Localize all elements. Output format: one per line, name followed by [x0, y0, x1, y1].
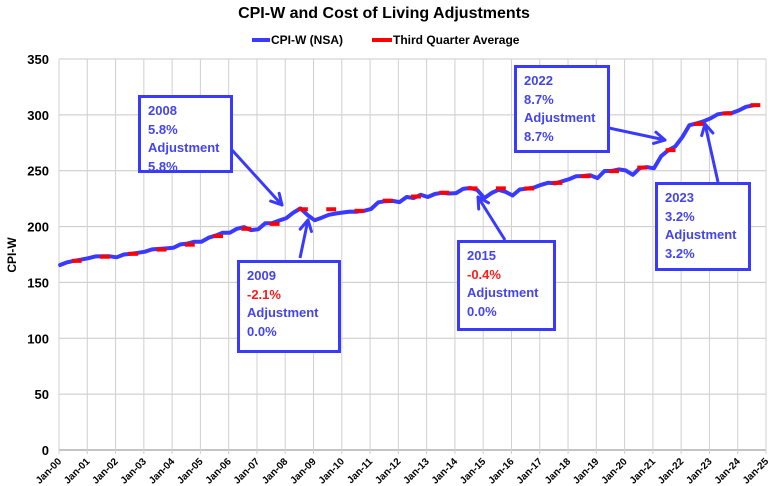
x-tick-label: Jan-07	[232, 456, 262, 486]
arrow-head	[277, 191, 284, 207]
annotation-year: 2022	[524, 73, 553, 88]
annotation-label: Adjustment	[247, 305, 319, 320]
x-tick-label: Jan-16	[486, 456, 516, 486]
cpi-w-line	[58, 103, 755, 267]
y-tick-label: 0	[42, 443, 49, 458]
annotation-arrow	[608, 126, 666, 142]
annotation-2015: 2015 -0.4% Adjustment 0.0%	[457, 240, 556, 331]
y-tick-label: 350	[27, 52, 49, 67]
x-tick-label: Jan-25	[741, 456, 768, 486]
arrow-head	[269, 199, 284, 207]
y-tick-label: 100	[27, 331, 49, 346]
annotation-adjustment: 0.0%	[467, 303, 497, 319]
annotation-change: -0.4%	[467, 266, 501, 282]
annotation-adjustment: 0.0%	[247, 323, 277, 339]
annotation-change: 5.8%	[148, 121, 178, 137]
annotation-year: 2009	[247, 268, 276, 283]
y-tick-label: 250	[27, 164, 49, 179]
x-tick-label: Jan-00	[34, 456, 64, 486]
annotation-adjustment: 3.2%	[665, 245, 695, 261]
x-tick-label: Jan-22	[656, 456, 686, 486]
arrow-head	[298, 218, 310, 231]
x-tick-label: Jan-18	[543, 456, 573, 486]
arrow-head	[700, 122, 707, 138]
x-tick-label: Jan-15	[458, 456, 488, 486]
x-tick-label: Jan-03	[119, 456, 149, 486]
y-tick-label: 200	[27, 220, 49, 235]
legend-label-q3: Third Quarter Average	[393, 33, 520, 47]
arrow-head	[651, 138, 667, 145]
y-axis-label: CPI-W	[5, 237, 19, 273]
x-tick-label: Jan-21	[628, 456, 658, 486]
x-tick-label: Jan-19	[571, 456, 601, 486]
annotation-change: -2.1%	[247, 286, 281, 302]
arrow-head	[654, 130, 667, 142]
x-tick-label: Jan-06	[204, 456, 234, 486]
annotation-change: 3.2%	[665, 208, 695, 224]
y-tick-label: 50	[35, 387, 49, 402]
annotation-adjustment: 8.7%	[524, 128, 554, 144]
x-tick-label: Jan-01	[62, 456, 92, 486]
annotation-arrow	[230, 148, 284, 207]
annotation-label: Adjustment	[467, 285, 539, 300]
annotation-change: 8.7%	[524, 91, 554, 107]
x-tick-label: Jan-17	[515, 456, 545, 486]
arrow-head	[703, 122, 715, 135]
x-tick-label: Jan-10	[317, 456, 347, 486]
arrow-head	[306, 218, 313, 233]
x-tick-label: Jan-24	[713, 456, 743, 486]
x-tick-label: Jan-14	[430, 456, 460, 486]
x-tick-label: Jan-05	[175, 456, 205, 486]
x-tick-label: Jan-08	[260, 456, 290, 486]
annotation-2008: 2008 5.8% Adjustment 5.8%	[138, 95, 233, 174]
legend-label-cpi: CPI-W (NSA)	[271, 33, 343, 47]
annotation-year: 2008	[148, 103, 177, 118]
y-tick-label: 300	[27, 108, 49, 123]
annotation-year: 2015	[467, 248, 496, 263]
annotation-year: 2023	[665, 190, 694, 205]
annotation-arrow	[298, 219, 310, 259]
arrow-head	[476, 195, 490, 205]
arrow-head	[476, 195, 481, 211]
x-tick-label: Jan-12	[373, 456, 403, 486]
x-tick-label: Jan-23	[684, 456, 714, 486]
legend: CPI-W (NSA) Third Quarter Average	[252, 33, 520, 47]
annotation-label: Adjustment	[524, 110, 596, 125]
annotation-label: Adjustment	[665, 227, 737, 242]
x-tick-label: Jan-11	[345, 456, 375, 486]
y-tick-label: 150	[27, 275, 49, 290]
annotation-2022: 2022 8.7% Adjustment 8.7%	[514, 65, 610, 153]
annotation-arrow	[703, 123, 720, 183]
annotation-arrow	[476, 196, 507, 241]
annotation-2009: 2009 -2.1% Adjustment 0.0%	[237, 260, 341, 353]
annotation-2023: 2023 3.2% Adjustment 3.2%	[655, 182, 751, 271]
annotation-adjustment: 5.8%	[148, 158, 178, 174]
x-tick-label: Jan-09	[288, 456, 318, 486]
x-tick-label: Jan-04	[147, 456, 177, 486]
x-tick-label: Jan-02	[90, 456, 120, 486]
x-tick-label: Jan-13	[402, 456, 432, 486]
x-tick-label: Jan-20	[600, 456, 630, 486]
chart-title: CPI-W and Cost of Living Adjustments	[238, 5, 530, 22]
annotation-label: Adjustment	[148, 140, 220, 155]
